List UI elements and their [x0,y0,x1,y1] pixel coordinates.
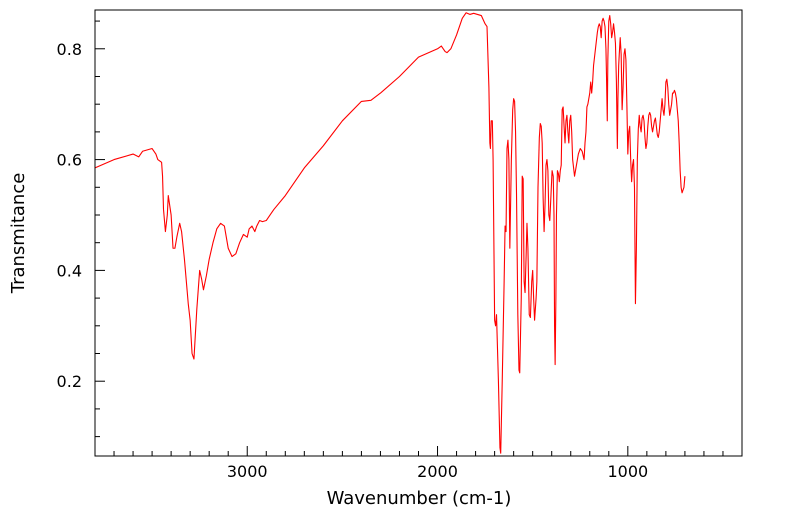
spectrum-series-line [94,12,686,454]
plot-frame [94,9,743,457]
y-tick-label: 0.6 [57,151,82,170]
plot-area [95,10,742,456]
y-axis-label: Transmitance [8,173,29,295]
x-tick-label: 3000 [227,462,268,481]
y-tick-label: 0.8 [57,40,82,59]
y-tick-label: 0.4 [57,261,82,280]
x-tick-label: 2000 [417,462,458,481]
series-layer [94,12,686,454]
tick-layer: 3000 2000 1000 0.2 0.4 0.6 0.8 [57,20,743,481]
plot-border [94,9,743,457]
x-axis-label: Wavenumber (cm-1) [327,488,512,509]
x-tick-label: 1000 [607,462,648,481]
y-tick-label: 0.2 [57,372,82,391]
plot-background [95,10,742,456]
